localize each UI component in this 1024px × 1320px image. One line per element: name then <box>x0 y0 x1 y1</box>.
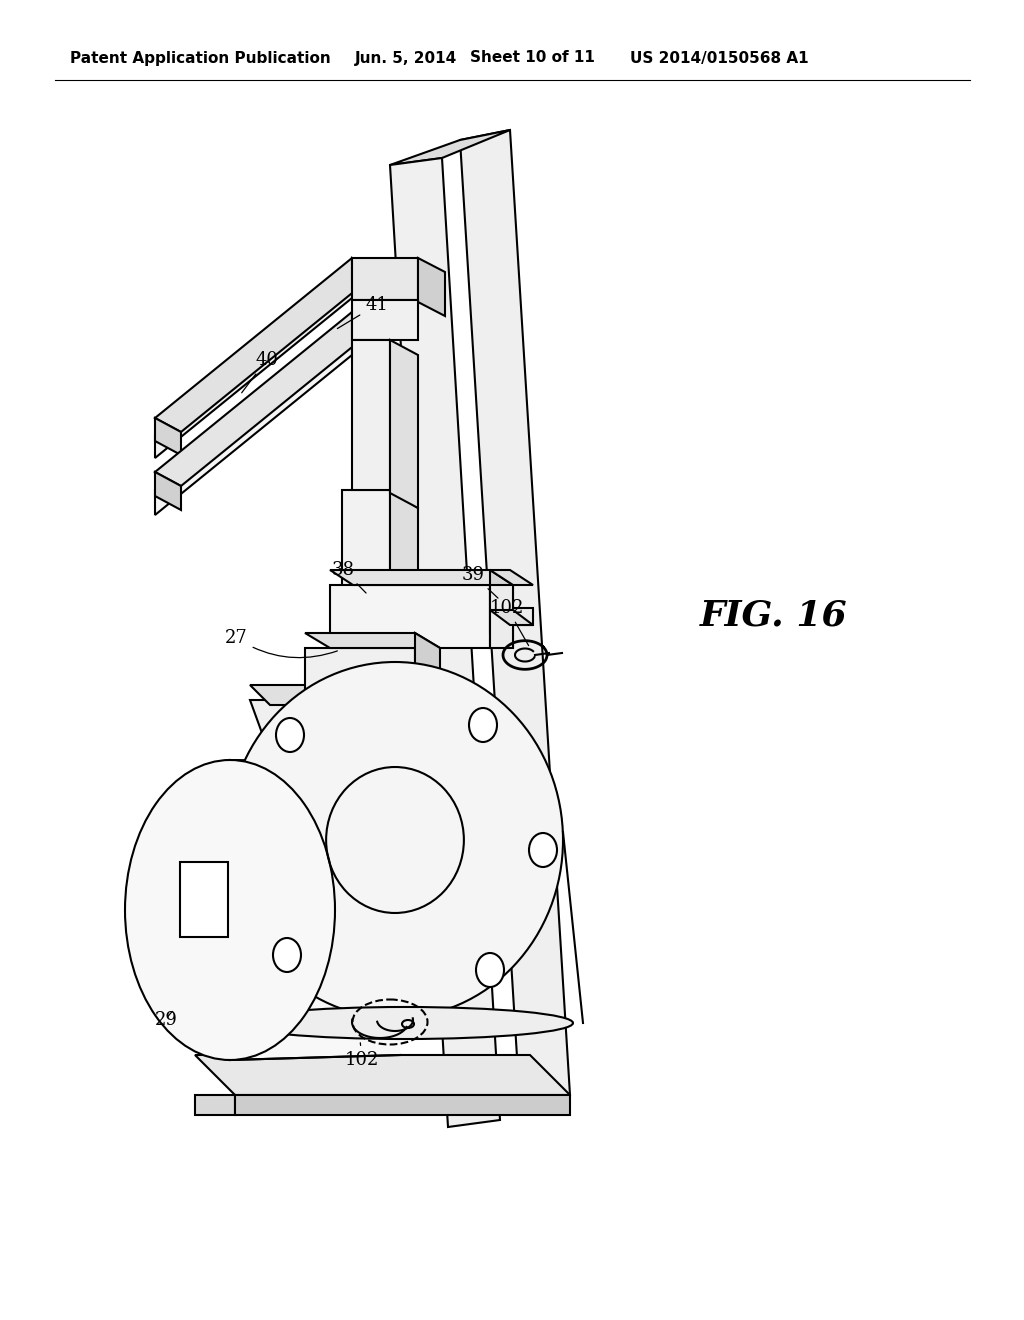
Text: Patent Application Publication: Patent Application Publication <box>70 50 331 66</box>
Ellipse shape <box>469 708 497 742</box>
Polygon shape <box>342 490 390 741</box>
Polygon shape <box>305 648 415 730</box>
Polygon shape <box>155 418 181 455</box>
Text: 38: 38 <box>332 561 366 593</box>
Text: 29: 29 <box>155 1011 178 1030</box>
Text: FIG. 16: FIG. 16 <box>700 598 848 632</box>
Polygon shape <box>195 1055 570 1096</box>
Text: 102: 102 <box>345 1043 379 1069</box>
Polygon shape <box>418 257 445 315</box>
Text: Sheet 10 of 11: Sheet 10 of 11 <box>470 50 595 66</box>
Polygon shape <box>352 257 378 294</box>
Polygon shape <box>352 312 378 351</box>
Text: US 2014/0150568 A1: US 2014/0150568 A1 <box>630 50 809 66</box>
Polygon shape <box>390 158 500 1127</box>
Polygon shape <box>390 490 418 758</box>
Polygon shape <box>490 585 534 648</box>
Ellipse shape <box>273 939 301 972</box>
Polygon shape <box>390 341 418 508</box>
Text: 39: 39 <box>462 566 498 598</box>
Polygon shape <box>390 129 510 165</box>
Polygon shape <box>460 129 570 1105</box>
Text: Jun. 5, 2014: Jun. 5, 2014 <box>355 50 458 66</box>
Ellipse shape <box>227 663 563 1018</box>
Polygon shape <box>155 473 181 510</box>
Polygon shape <box>330 585 490 648</box>
Polygon shape <box>352 300 418 341</box>
Polygon shape <box>155 275 352 458</box>
Polygon shape <box>155 330 352 515</box>
Polygon shape <box>155 312 378 486</box>
Ellipse shape <box>476 953 504 987</box>
Polygon shape <box>230 760 400 1060</box>
Polygon shape <box>195 1096 234 1115</box>
Text: 40: 40 <box>242 351 278 393</box>
Polygon shape <box>155 257 378 432</box>
Text: 102: 102 <box>490 599 528 645</box>
Polygon shape <box>490 610 534 624</box>
Ellipse shape <box>529 833 557 867</box>
Ellipse shape <box>276 718 304 752</box>
Polygon shape <box>415 634 440 733</box>
Polygon shape <box>352 257 418 300</box>
Bar <box>180 862 228 937</box>
Polygon shape <box>330 570 513 585</box>
Polygon shape <box>250 685 390 705</box>
Text: 27: 27 <box>225 630 337 657</box>
Polygon shape <box>490 570 534 585</box>
Polygon shape <box>234 1096 570 1115</box>
Ellipse shape <box>125 760 335 1060</box>
Ellipse shape <box>237 1007 573 1039</box>
Polygon shape <box>250 700 390 755</box>
Polygon shape <box>352 341 390 490</box>
Polygon shape <box>305 634 440 648</box>
Polygon shape <box>490 570 513 648</box>
Text: 41: 41 <box>337 296 388 329</box>
